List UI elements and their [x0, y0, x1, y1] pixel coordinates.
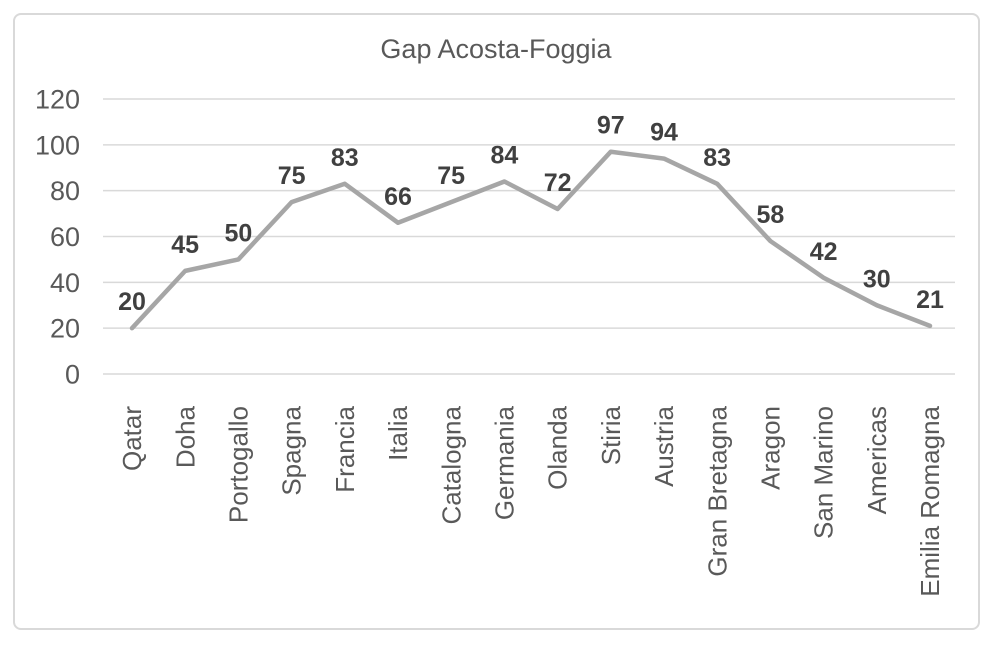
y-tick-label: 60 [50, 222, 80, 252]
y-tick-label: 40 [50, 268, 80, 298]
data-label: 66 [384, 183, 412, 211]
y-tick-label: 20 [50, 314, 80, 344]
category-label: Germania [490, 405, 520, 520]
category-label: Aragon [756, 406, 786, 490]
data-label: 50 [224, 219, 252, 247]
y-tick-label: 120 [35, 84, 80, 114]
data-label: 72 [544, 169, 572, 197]
category-label: Olanda [543, 405, 573, 489]
category-label: Portogallo [224, 406, 254, 523]
data-label: 58 [756, 201, 784, 229]
category-label: San Marino [809, 406, 839, 539]
category-label: Doha [170, 405, 200, 468]
category-label: Americas [862, 406, 892, 514]
data-label: 84 [490, 142, 518, 170]
chart-title: Gap Acosta-Foggia [380, 34, 612, 64]
chart-frame: Gap Acosta-Foggia 0 20 40 60 80 100 120 Qatar D… [13, 13, 980, 630]
category-label: Catalogna [436, 405, 466, 524]
line-chart-svg: Gap Acosta-Foggia 0 20 40 60 80 100 120 Qatar D… [35, 34, 955, 597]
data-label: 75 [278, 162, 306, 190]
data-label: 83 [703, 144, 731, 172]
category-label: Emilia Romagna [915, 405, 945, 596]
data-label: 45 [171, 231, 199, 259]
category-label: Spagna [277, 405, 307, 495]
data-label: 94 [650, 119, 678, 147]
category-label: Italia [383, 405, 413, 460]
data-label: 97 [597, 112, 625, 140]
data-labels: 20 45 50 75 83 66 75 84 72 97 94 83 58 42 30 21 [118, 112, 944, 316]
y-tick-label: 0 [65, 359, 80, 389]
category-label: Stiria [596, 405, 626, 465]
category-label: Qatar [117, 406, 147, 471]
y-tick-label: 100 [35, 130, 80, 160]
data-label: 30 [863, 265, 891, 293]
category-label: Gran Bretagna [702, 405, 732, 576]
data-label: 21 [916, 286, 944, 314]
category-label: Austria [649, 405, 679, 486]
gridlines [103, 98, 955, 375]
y-axis-labels: 0 20 40 60 80 100 120 [35, 84, 80, 389]
data-label: 75 [437, 162, 465, 190]
x-axis-labels: Qatar Doha Portogallo Spagna Francia Italia Ca… [117, 405, 945, 596]
data-label: 42 [810, 238, 838, 266]
y-tick-label: 80 [50, 176, 80, 206]
data-label: 83 [331, 144, 359, 172]
data-label: 20 [118, 288, 146, 316]
category-label: Francia [330, 405, 360, 492]
data-line [129, 149, 933, 331]
